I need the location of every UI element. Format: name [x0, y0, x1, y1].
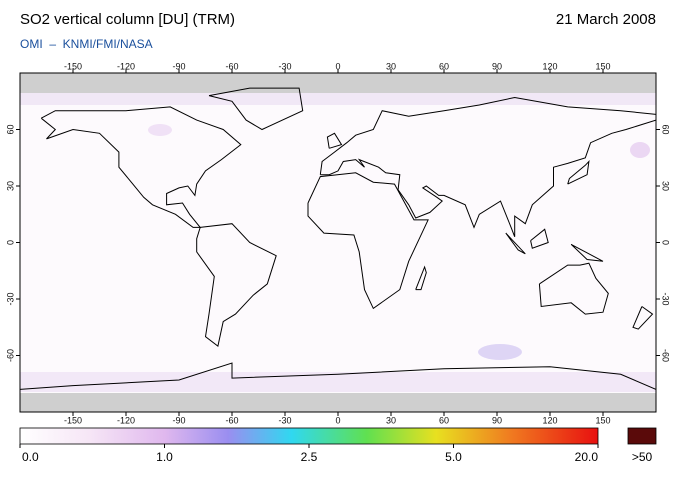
lon-tick-label: -90: [172, 61, 185, 71]
lon-tick-label: -120: [117, 415, 135, 425]
coastline: [505, 232, 526, 255]
lon-tick-label: -120: [117, 61, 135, 71]
coastline: [570, 243, 604, 262]
coastline: [632, 306, 654, 330]
lat-tick-label: -60: [5, 349, 15, 362]
noise-band: [20, 372, 656, 392]
lat-tick-label: 0: [5, 240, 15, 245]
lon-tick-label: 120: [542, 415, 557, 425]
lat-tick-label: -60: [661, 349, 671, 362]
lon-tick-label: 150: [595, 415, 610, 425]
so2-patch: [148, 124, 172, 136]
colorbar-labels: 0.0 1.0 2.5 5.0 20.0: [19, 444, 599, 464]
lon-tick-label: 0: [335, 61, 340, 71]
lon-tick-label: 0: [335, 415, 340, 425]
coastlines: [20, 87, 656, 390]
subtitle: OMI – KNMI/FMI/NASA: [20, 37, 153, 51]
lon-tick-label: -60: [225, 415, 238, 425]
lat-tick-label: 30: [661, 181, 671, 191]
lon-tick-label: 60: [439, 415, 449, 425]
title: SO2 vertical column [DU] (TRM): [20, 11, 235, 28]
colorbar-label: 5.0: [445, 450, 462, 464]
colorbar-label: 1.0: [156, 450, 173, 464]
lon-tick-label: 90: [492, 61, 502, 71]
so2-patch: [630, 142, 650, 158]
colorbar-label: 20.0: [575, 450, 599, 464]
colorbar-overflow: [627, 427, 657, 445]
lon-tick-label: -150: [64, 61, 82, 71]
lon-tick-label: 90: [492, 415, 502, 425]
coastline: [307, 172, 429, 310]
colorbar-label: 2.5: [301, 450, 318, 464]
lon-tick-label: 150: [595, 61, 610, 71]
colorbar: [19, 427, 599, 445]
lon-tick-label: -30: [278, 415, 291, 425]
coastline: [208, 87, 304, 131]
so2-patch: [478, 344, 522, 360]
map: [20, 73, 656, 412]
coastline: [196, 223, 277, 347]
lon-tick-label: -30: [278, 61, 291, 71]
coastline: [40, 106, 242, 228]
lon-tick-label: -90: [172, 415, 185, 425]
lat-tick-label: 60: [5, 124, 15, 134]
lat-tick-label: 30: [5, 181, 15, 191]
coastline: [20, 362, 656, 390]
coastline: [567, 160, 590, 185]
coastline: [415, 265, 427, 291]
colorbar-overflow-label: >50: [632, 450, 653, 464]
coastline: [538, 262, 609, 315]
lon-tick-label: 120: [542, 61, 557, 71]
lat-tick-label: -30: [661, 292, 671, 305]
map-background: [20, 73, 656, 412]
no-data-north: [20, 73, 656, 93]
lon-tick-label: 30: [386, 61, 396, 71]
coastline: [326, 132, 343, 149]
noise-band: [20, 93, 656, 105]
coastline: [530, 228, 549, 249]
lon-tick-label: 60: [439, 61, 449, 71]
lat-tick-label: -30: [5, 292, 15, 305]
no-data-south: [20, 393, 656, 412]
coastline: [319, 96, 656, 237]
lon-tick-label: 30: [386, 415, 396, 425]
date: 21 March 2008: [556, 11, 656, 28]
lat-tick-label: 60: [661, 124, 671, 134]
colorbar-label: 0.0: [22, 450, 39, 464]
ticks: -150 -150 -120 -120 -90 -90 -60 -60 -30 -30 0 0 30 30…: [5, 61, 670, 425]
lon-tick-label: -60: [225, 61, 238, 71]
lon-tick-label: -150: [64, 415, 82, 425]
lat-tick-label: 0: [661, 240, 671, 245]
